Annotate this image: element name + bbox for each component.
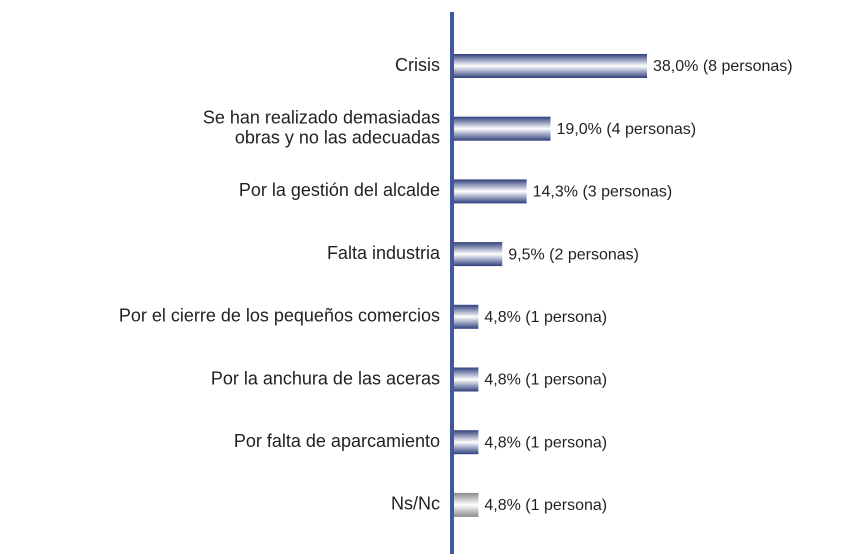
value-label: 4,8% (1 persona) xyxy=(484,372,607,389)
value-label: 4,8% (1 persona) xyxy=(484,434,607,451)
bar xyxy=(454,116,551,141)
category-label: Por falta de aparcamiento xyxy=(234,431,440,451)
value-label: 9,5% (2 personas) xyxy=(508,246,639,263)
category-label: Ns/Nc xyxy=(391,494,440,514)
value-label: 4,8% (1 persona) xyxy=(484,497,607,514)
category-label: Por la anchura de las aceras xyxy=(211,368,440,388)
bar xyxy=(454,304,479,329)
value-label: 19,0% (4 personas) xyxy=(557,121,697,138)
category-label-line: obras y no las adecuadas xyxy=(235,127,440,147)
bar xyxy=(454,54,647,78)
bar xyxy=(454,242,503,267)
category-label: Se han realizado demasiadas obras y no la… xyxy=(203,107,440,147)
value-label: 38,0% (8 personas) xyxy=(653,58,793,75)
category-label: Crisis xyxy=(395,55,440,75)
bar xyxy=(454,179,527,204)
value-label: 14,3% (3 personas) xyxy=(533,184,673,201)
bar xyxy=(454,367,479,392)
category-label: Por el cierre de los pequeños comercios xyxy=(119,306,440,326)
bar xyxy=(454,430,479,455)
category-label-line: Se han realizado demasiadas xyxy=(203,107,440,127)
category-label: Por la gestión del alcalde xyxy=(239,180,440,200)
category-label: Falta industria xyxy=(327,243,441,263)
value-label: 4,8% (1 persona) xyxy=(484,309,607,326)
bar xyxy=(454,492,479,517)
axis-line xyxy=(450,12,454,554)
